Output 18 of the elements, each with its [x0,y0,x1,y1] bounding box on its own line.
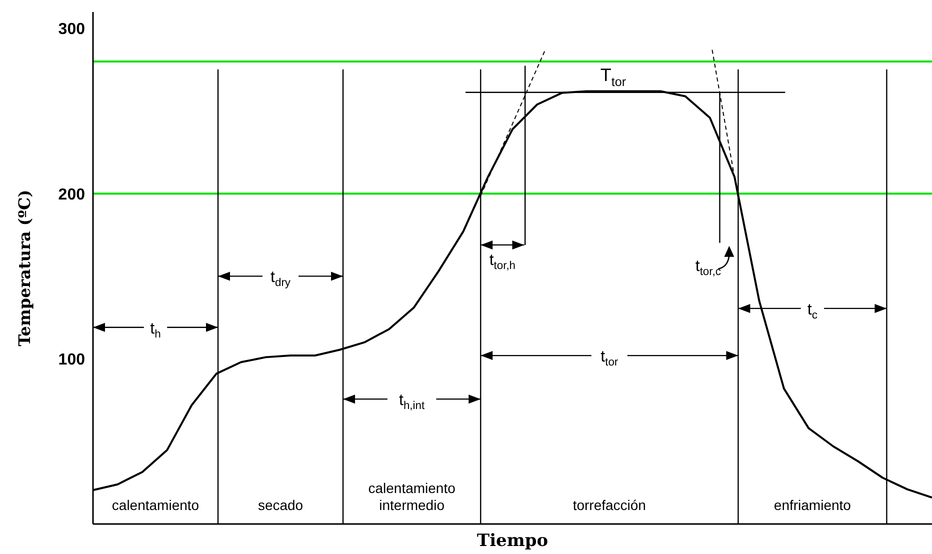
annotation: T$_{tor}$ [600,65,626,89]
y-axis-title: Temperatura (ºC) [15,190,34,346]
annotation: t$_{tor,c}$ [695,258,722,278]
annotation: t$_{dry}$ [270,269,291,290]
x-axis-title: Tiempo [476,531,548,551]
y-tick-label: 100 [58,352,86,369]
annotation: t$_{tor,h}$ [489,252,516,272]
annotation: calentamiento [112,497,200,513]
annotation: t$_{tor}$ [600,348,618,368]
annotation: t$_{c}$ [807,301,818,322]
y-tick-label: 200 [58,186,86,204]
y-tick-label: 300 [58,21,86,38]
annotation: t$_{h}$ [150,320,161,340]
annotation: t$_{h,int}$ [399,392,426,412]
annotation: torrefacción [572,497,646,513]
annotation: enfriamiento [774,497,852,513]
annotation: calentamiento intermedio [368,480,456,513]
annotation: secado [258,497,304,513]
